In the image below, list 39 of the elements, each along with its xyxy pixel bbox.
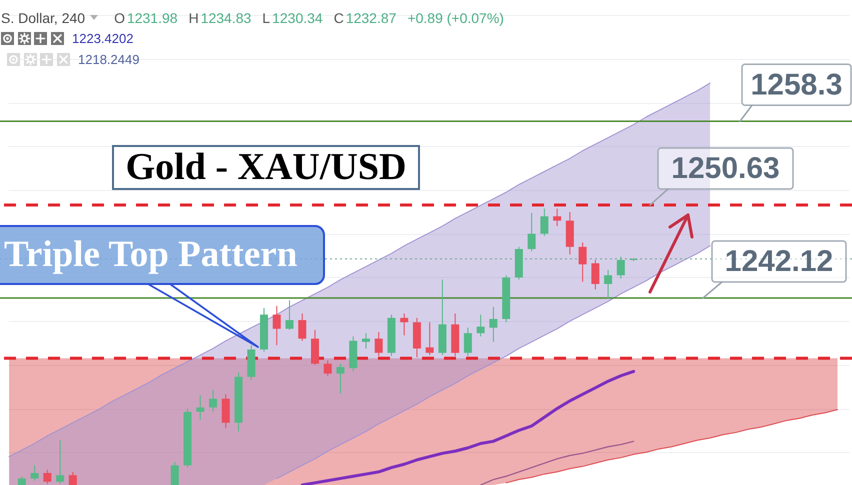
ref-line-label: 1258.3 xyxy=(750,68,842,102)
candlestick xyxy=(553,208,562,227)
annotation: C1232.87 xyxy=(334,10,396,26)
candlestick xyxy=(578,242,587,282)
candlestick xyxy=(374,332,383,357)
annotation: 1223.4202 xyxy=(72,31,134,46)
candlestick xyxy=(298,313,306,342)
candlestick xyxy=(476,314,485,337)
annotation: +0.89 (+0.07%) xyxy=(407,10,504,26)
candlestick xyxy=(540,208,548,236)
candlestick xyxy=(68,471,77,485)
text: Gold - XAU/USD xyxy=(112,145,420,190)
candlestick xyxy=(272,305,281,346)
candlestick xyxy=(336,363,344,394)
ref-line-label: 1250.63 xyxy=(671,152,780,186)
candlestick xyxy=(616,256,625,280)
candlestick xyxy=(591,259,600,290)
candlestick xyxy=(464,327,472,357)
annotation: 1218.2449 xyxy=(78,52,140,67)
annotation: Triple Top Pattern xyxy=(0,225,325,285)
candlestick xyxy=(170,462,179,485)
candlestick xyxy=(286,300,294,330)
candlestick xyxy=(400,313,408,336)
candlestick xyxy=(324,360,332,376)
annotation: S. Dollar, 240 xyxy=(1,10,86,26)
candlestick xyxy=(196,394,204,420)
annotation: H1234.83 xyxy=(188,10,252,26)
candlestick xyxy=(209,389,218,412)
candlestick xyxy=(528,212,536,252)
candlestick xyxy=(43,469,52,484)
annotation: L1230.34 xyxy=(262,10,323,26)
candlestick xyxy=(604,269,612,299)
candlestick xyxy=(426,322,434,356)
candlestick xyxy=(56,440,64,484)
ref-line-label: 1242.12 xyxy=(724,244,834,278)
candlestick xyxy=(489,306,498,342)
candlestick xyxy=(30,464,39,482)
candlestick xyxy=(362,332,370,349)
annotation: O1231.98 xyxy=(114,10,178,26)
